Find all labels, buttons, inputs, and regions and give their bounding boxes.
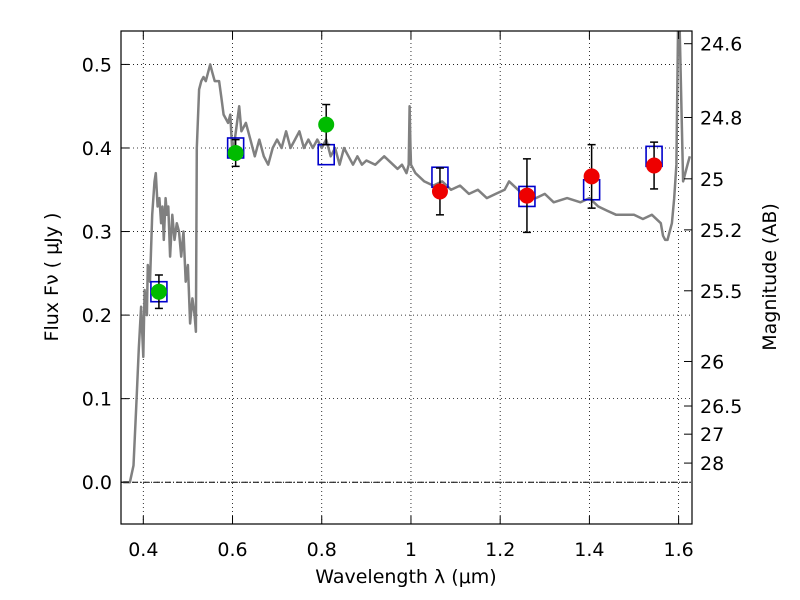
y-tick-label: 0.2 [82, 305, 112, 327]
model-sed-line [123, 31, 692, 484]
y2-axis-label: Magnitude (AB) [759, 203, 781, 351]
y2-tick-label: 24.6 [700, 34, 742, 56]
x-axis-label: Wavelength λ (μm) [315, 566, 496, 588]
y2-tick-label: 26.5 [700, 396, 742, 418]
y-tick-label: 0.5 [82, 54, 112, 76]
x-tick-label: 0.8 [307, 539, 337, 561]
observed-point [150, 283, 167, 300]
y2-tick-label: 25.2 [700, 220, 742, 242]
y2-tick-label: 28 [700, 453, 724, 475]
observed-point [227, 144, 244, 161]
y-tick-label: 0.1 [82, 389, 112, 411]
y2-tick-label: 26 [700, 351, 724, 373]
observed-point [518, 187, 535, 204]
y-tick-label: 0.4 [82, 138, 112, 160]
y2-tick-label: 25.5 [700, 281, 742, 303]
x-tick-label: 1.6 [664, 539, 694, 561]
observed-point [431, 183, 448, 200]
y2-tick-label: 27 [700, 424, 724, 446]
plot-frame [120, 30, 693, 525]
observed-point [583, 168, 600, 185]
x-tick-label: 1.2 [485, 539, 515, 561]
grid [121, 31, 692, 524]
y-axis-label: Flux Fν ( μJy ) [41, 213, 63, 342]
y-tick-label: 0.3 [82, 222, 112, 244]
axes: 0.4 0.6 0.8 1 1.2 1.4 1.6 0.0 0.1 0.2 0.3 0.4 0.5 24.… [82, 31, 742, 561]
x-tick-label: 1 [405, 539, 417, 561]
observed-point [318, 116, 335, 133]
x-tick-label: 0.6 [217, 539, 247, 561]
y2-tick-label: 24.8 [700, 107, 742, 129]
y-tick-label: 0.0 [82, 472, 112, 494]
plot-area [123, 31, 692, 484]
y2-tick-label: 25 [700, 169, 724, 191]
observed-point [646, 157, 663, 174]
x-tick-label: 0.4 [128, 539, 158, 561]
x-tick-label: 1.4 [574, 539, 604, 561]
